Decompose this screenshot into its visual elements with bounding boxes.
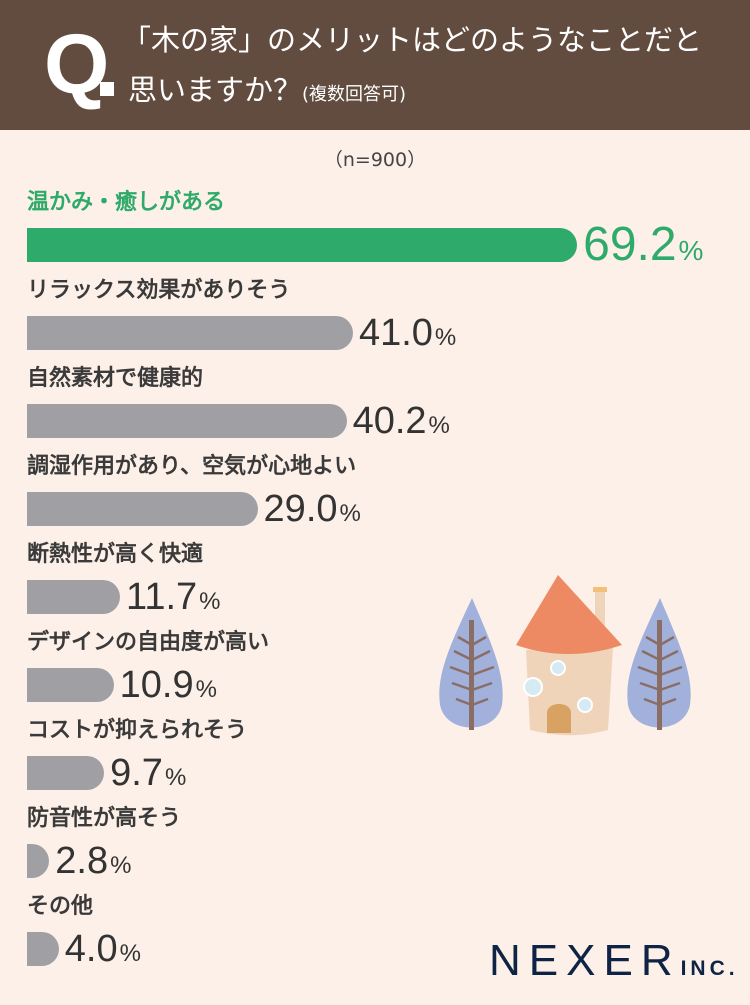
value-unit: % — [119, 940, 141, 967]
bar — [27, 316, 353, 350]
value-label: 2.8% — [55, 841, 131, 881]
value-number: 40.2 — [352, 400, 427, 442]
tree-left-icon — [439, 598, 503, 730]
value-unit: % — [339, 500, 361, 527]
value-number: 9.7 — [110, 752, 163, 794]
sample-size: （n=900） — [323, 149, 427, 171]
question-note: (複数回答可) — [302, 84, 407, 105]
nexer-logo: NEXERINC. — [489, 936, 739, 996]
question-header: Q 「木の家」のメリットはどのようなことだと 思いますか？(複数回答可) — [0, 0, 750, 130]
value-unit: % — [110, 852, 132, 879]
value-number: 69.2 — [583, 218, 677, 271]
category-label: 自然素材で健康的 — [27, 366, 204, 391]
value-number: 4.0 — [64, 928, 118, 970]
house-illustration — [439, 575, 691, 736]
value-unit: % — [678, 235, 704, 266]
house-icon — [516, 575, 622, 736]
value-number: 29.0 — [263, 488, 338, 530]
value-label: 11.7% — [126, 577, 220, 617]
q-dot — [100, 82, 114, 96]
category-label: 温かみ・癒しがある — [27, 190, 226, 215]
logo-main: NEXER — [489, 936, 681, 985]
value-label: 40.2% — [353, 401, 450, 441]
value-unit: % — [199, 588, 221, 615]
value-label: 4.0% — [65, 929, 141, 969]
bar — [27, 668, 114, 702]
value-unit: % — [195, 676, 217, 703]
category-label: 防音性が高そう — [27, 806, 182, 831]
value-number: 11.7 — [126, 576, 198, 618]
category-label: その他 — [27, 894, 94, 919]
logo-suffix: INC. — [680, 957, 739, 980]
category-label: デザインの自由度が高い — [27, 630, 270, 655]
bar — [27, 492, 258, 526]
category-label: 断熱性が高く快適 — [27, 542, 204, 567]
value-label: 10.9% — [120, 665, 217, 705]
value-label: 41.0% — [359, 313, 456, 353]
value-number: 2.8 — [55, 840, 109, 882]
category-label: コストが抑えられそう — [27, 718, 248, 743]
question-title-line1: 「木の家」のメリットはどのようなことだと — [122, 23, 703, 57]
bar — [27, 844, 50, 878]
bar — [27, 228, 578, 262]
value-unit: % — [428, 412, 450, 439]
bar — [27, 580, 120, 614]
value-unit: % — [434, 324, 457, 351]
q-mark: Q — [44, 17, 110, 111]
value-label: 9.7% — [110, 753, 186, 793]
bar — [27, 932, 59, 966]
category-label: 調湿作用があり、空気が心地よい — [27, 454, 357, 479]
tree-right-icon — [627, 598, 691, 730]
value-number: 10.9 — [119, 664, 194, 706]
value-label: 29.0% — [264, 489, 361, 529]
question-title-text: 思いますか？ — [128, 73, 303, 107]
value-number: 41.0 — [358, 312, 433, 354]
category-label: リラックス効果がありそう — [27, 278, 291, 303]
bar — [27, 756, 105, 790]
value-unit: % — [164, 764, 187, 791]
value-label: 69.2% — [583, 221, 704, 269]
question-title-line2: 思いますか？(複数回答可) — [128, 70, 406, 115]
bar — [27, 404, 347, 438]
